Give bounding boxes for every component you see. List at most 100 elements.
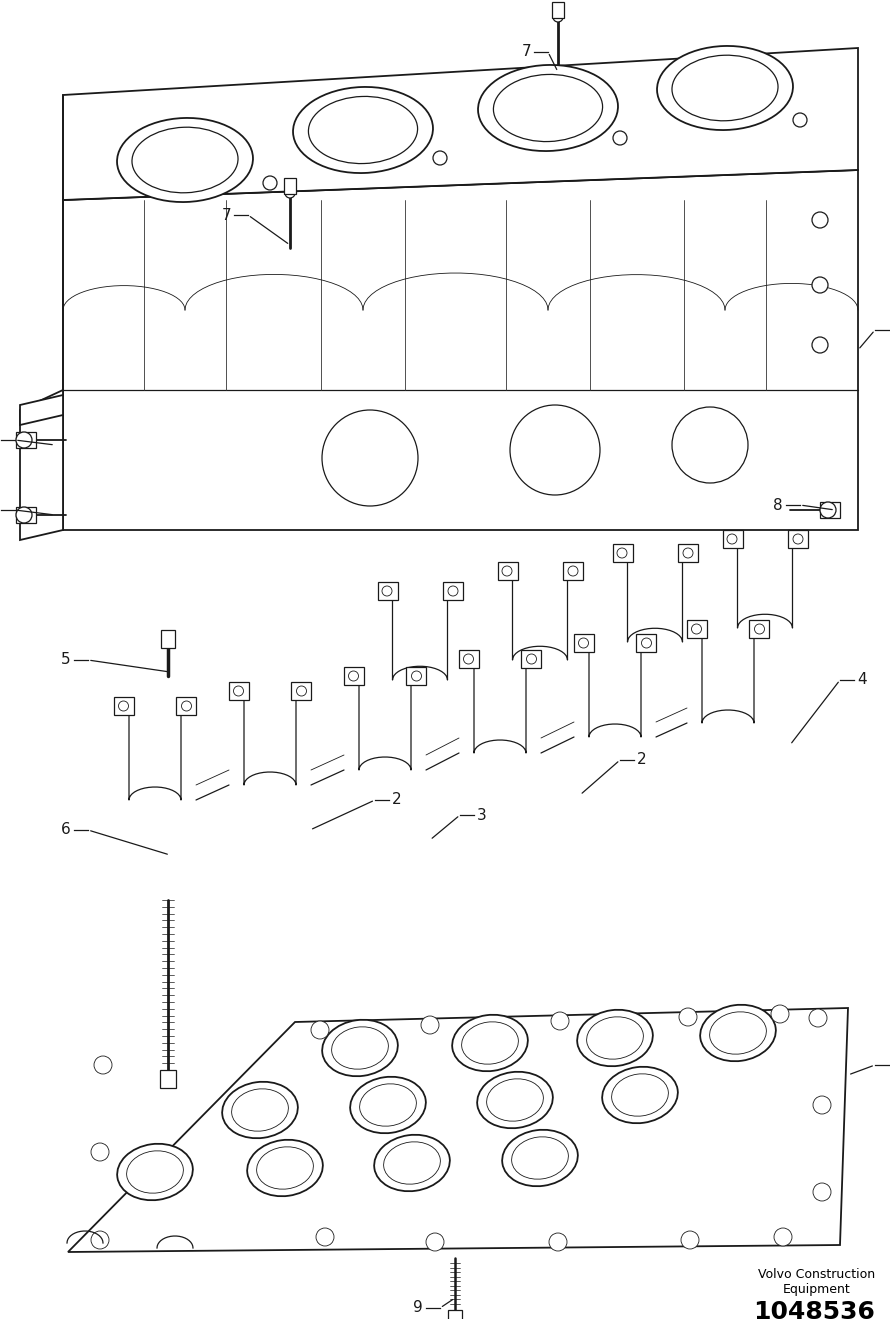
- Polygon shape: [749, 620, 769, 638]
- Ellipse shape: [709, 1012, 766, 1054]
- Ellipse shape: [256, 1146, 313, 1190]
- Circle shape: [813, 1096, 831, 1115]
- Circle shape: [820, 503, 836, 518]
- Bar: [16, 506, 36, 524]
- Ellipse shape: [322, 1020, 398, 1076]
- Text: 2: 2: [392, 793, 401, 807]
- Circle shape: [553, 12, 563, 22]
- Polygon shape: [406, 667, 426, 685]
- Circle shape: [578, 638, 588, 648]
- Circle shape: [421, 1016, 439, 1034]
- Ellipse shape: [231, 1088, 288, 1132]
- Ellipse shape: [657, 46, 793, 131]
- Circle shape: [642, 638, 651, 648]
- Circle shape: [433, 150, 447, 165]
- Circle shape: [296, 686, 306, 696]
- Text: 4: 4: [857, 673, 867, 687]
- Circle shape: [16, 506, 32, 524]
- Bar: [161, 630, 175, 648]
- Circle shape: [316, 1228, 334, 1246]
- Ellipse shape: [502, 1130, 578, 1186]
- Bar: [820, 503, 840, 518]
- Circle shape: [549, 1233, 567, 1250]
- Circle shape: [182, 700, 191, 711]
- Text: 6: 6: [61, 823, 71, 838]
- Circle shape: [502, 566, 512, 576]
- Circle shape: [755, 624, 765, 634]
- Circle shape: [809, 1009, 827, 1028]
- Polygon shape: [459, 650, 479, 667]
- Ellipse shape: [603, 1067, 678, 1124]
- Circle shape: [613, 131, 627, 145]
- Text: 7: 7: [522, 45, 531, 59]
- Ellipse shape: [493, 74, 603, 141]
- Text: Volvo Construction
Equipment: Volvo Construction Equipment: [758, 1268, 875, 1297]
- Ellipse shape: [512, 1137, 569, 1179]
- Ellipse shape: [452, 1014, 528, 1071]
- Text: 8: 8: [773, 497, 783, 513]
- Polygon shape: [291, 682, 311, 700]
- Polygon shape: [788, 530, 807, 547]
- Ellipse shape: [374, 1134, 449, 1191]
- Ellipse shape: [477, 1072, 553, 1128]
- Polygon shape: [20, 394, 63, 425]
- Circle shape: [527, 654, 537, 663]
- Text: 5: 5: [61, 653, 71, 667]
- Ellipse shape: [350, 1076, 425, 1133]
- Bar: [284, 178, 296, 194]
- Ellipse shape: [672, 55, 778, 121]
- Circle shape: [426, 1233, 444, 1250]
- Text: 9: 9: [413, 1301, 423, 1315]
- Ellipse shape: [332, 1026, 388, 1070]
- Circle shape: [813, 1183, 831, 1202]
- Ellipse shape: [487, 1079, 544, 1121]
- Ellipse shape: [222, 1082, 298, 1138]
- Ellipse shape: [700, 1005, 776, 1062]
- Circle shape: [771, 1005, 789, 1024]
- Polygon shape: [723, 530, 742, 547]
- Circle shape: [464, 654, 473, 663]
- Circle shape: [349, 671, 359, 681]
- Bar: [160, 1070, 176, 1088]
- Ellipse shape: [132, 127, 238, 193]
- Circle shape: [510, 405, 600, 495]
- Circle shape: [793, 534, 803, 543]
- Polygon shape: [176, 696, 196, 715]
- Circle shape: [411, 671, 422, 681]
- Polygon shape: [344, 667, 364, 685]
- Bar: [552, 3, 564, 18]
- Ellipse shape: [247, 1140, 323, 1196]
- Polygon shape: [687, 620, 707, 638]
- Polygon shape: [377, 582, 398, 600]
- Ellipse shape: [384, 1142, 441, 1184]
- Ellipse shape: [478, 65, 618, 152]
- Ellipse shape: [578, 1010, 653, 1066]
- Circle shape: [382, 586, 392, 596]
- Polygon shape: [229, 682, 249, 700]
- Polygon shape: [498, 562, 517, 580]
- Circle shape: [91, 1231, 109, 1249]
- Polygon shape: [68, 1008, 848, 1252]
- Text: 2: 2: [637, 753, 647, 768]
- Circle shape: [118, 700, 128, 711]
- Polygon shape: [677, 543, 698, 562]
- Text: 1048536: 1048536: [753, 1301, 875, 1319]
- Circle shape: [322, 410, 418, 506]
- Ellipse shape: [611, 1074, 668, 1116]
- Circle shape: [679, 1008, 697, 1026]
- Polygon shape: [612, 543, 633, 562]
- Circle shape: [285, 189, 295, 198]
- Ellipse shape: [309, 96, 417, 164]
- Polygon shape: [636, 634, 656, 652]
- Ellipse shape: [587, 1017, 643, 1059]
- Circle shape: [812, 212, 828, 228]
- Circle shape: [16, 433, 32, 448]
- Text: 3: 3: [477, 807, 487, 823]
- Circle shape: [617, 547, 627, 558]
- Ellipse shape: [462, 1022, 518, 1064]
- Circle shape: [672, 408, 748, 483]
- Polygon shape: [114, 696, 134, 715]
- Circle shape: [812, 336, 828, 353]
- Polygon shape: [20, 390, 63, 539]
- Circle shape: [448, 586, 458, 596]
